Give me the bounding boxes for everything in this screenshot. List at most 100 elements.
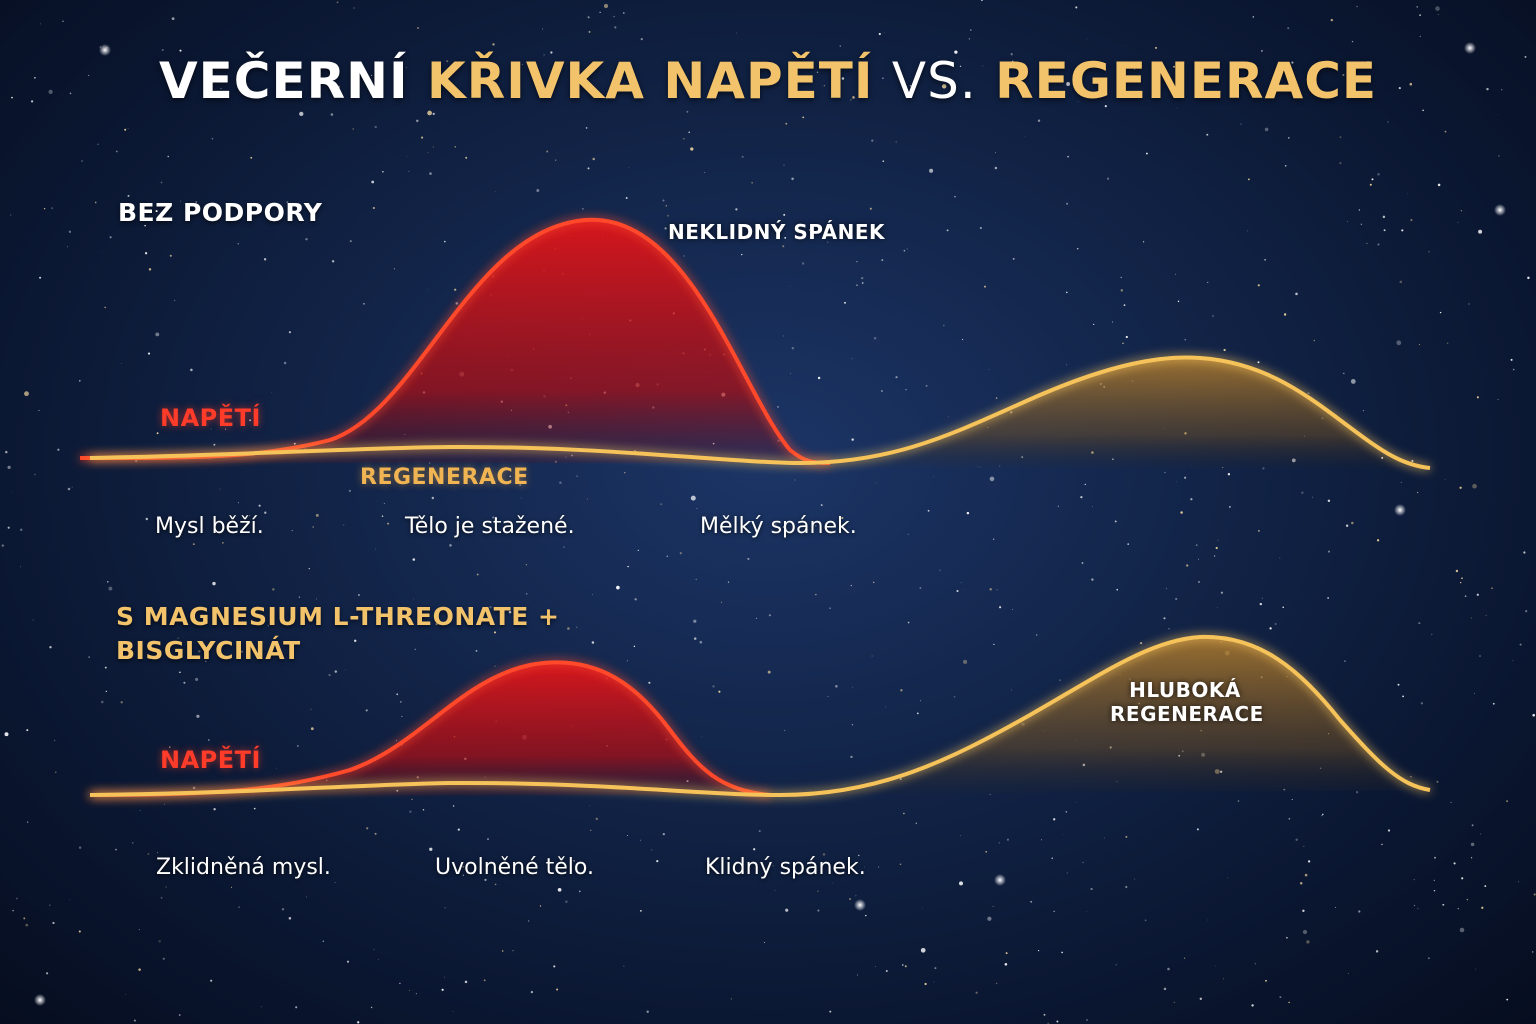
star bbox=[960, 582, 962, 584]
star bbox=[590, 829, 592, 832]
star bbox=[956, 589, 959, 593]
star bbox=[595, 817, 599, 821]
star bbox=[1106, 177, 1110, 180]
star bbox=[1164, 472, 1166, 474]
star bbox=[411, 798, 413, 800]
star bbox=[429, 172, 432, 175]
star bbox=[1279, 996, 1282, 999]
star bbox=[585, 127, 588, 129]
star bbox=[1037, 949, 1040, 952]
star bbox=[387, 522, 390, 525]
star bbox=[210, 979, 213, 982]
star bbox=[1351, 40, 1354, 43]
star bbox=[454, 288, 457, 291]
star bbox=[1212, 314, 1214, 317]
star bbox=[1120, 276, 1122, 279]
star bbox=[520, 497, 522, 499]
star bbox=[929, 168, 934, 173]
star bbox=[16, 897, 18, 900]
star bbox=[312, 526, 315, 528]
star bbox=[688, 131, 690, 134]
star bbox=[1358, 910, 1361, 913]
star bbox=[764, 941, 766, 943]
star bbox=[162, 957, 165, 960]
panel1-heading: BEZ PODPORY bbox=[118, 196, 322, 230]
star bbox=[405, 67, 407, 69]
star bbox=[1295, 292, 1298, 296]
star bbox=[875, 482, 877, 484]
star bbox=[249, 419, 252, 422]
star bbox=[205, 660, 207, 662]
star bbox=[1439, 311, 1442, 314]
star bbox=[1264, 127, 1269, 132]
star bbox=[357, 593, 360, 597]
star bbox=[783, 164, 785, 166]
panel-without-support bbox=[79, 217, 1431, 470]
star bbox=[101, 700, 104, 704]
star bbox=[408, 170, 410, 172]
star bbox=[1437, 14, 1439, 16]
star bbox=[1125, 335, 1128, 339]
star bbox=[1479, 655, 1481, 657]
star bbox=[1428, 251, 1430, 253]
star bbox=[1291, 61, 1294, 64]
star bbox=[1251, 1004, 1254, 1007]
star bbox=[1434, 856, 1436, 859]
star bbox=[406, 156, 408, 157]
star bbox=[169, 254, 172, 257]
star bbox=[614, 26, 617, 29]
star bbox=[904, 965, 907, 968]
star bbox=[808, 229, 811, 231]
star bbox=[198, 650, 201, 653]
star bbox=[679, 552, 682, 555]
star bbox=[851, 724, 854, 726]
star bbox=[1360, 223, 1363, 226]
star bbox=[1163, 987, 1167, 991]
star bbox=[331, 260, 335, 263]
star bbox=[1111, 321, 1114, 323]
star bbox=[1127, 543, 1130, 545]
star bbox=[1011, 689, 1012, 691]
star bbox=[1436, 780, 1439, 783]
star bbox=[375, 548, 377, 550]
star bbox=[462, 865, 465, 868]
star bbox=[1037, 119, 1041, 122]
star bbox=[902, 964, 904, 966]
star bbox=[196, 714, 200, 718]
star bbox=[501, 950, 504, 952]
panel2-peak-label-line-1: HLUBOKÁ bbox=[1129, 678, 1241, 702]
panel2-heading: S MAGNESIUM L-THREONATE + BISGLYCINÁT bbox=[116, 600, 559, 668]
star bbox=[550, 51, 553, 54]
star bbox=[1186, 564, 1189, 567]
star bbox=[815, 525, 817, 527]
star bbox=[1417, 491, 1419, 494]
star bbox=[161, 49, 164, 51]
star bbox=[727, 581, 730, 583]
star bbox=[1327, 499, 1331, 503]
star bbox=[144, 252, 148, 255]
star bbox=[1401, 229, 1404, 232]
tension-area-1 bbox=[80, 219, 830, 463]
star bbox=[1207, 281, 1209, 283]
star bbox=[383, 502, 385, 504]
star bbox=[222, 542, 224, 544]
star bbox=[43, 208, 46, 210]
star bbox=[646, 1010, 649, 1014]
star bbox=[512, 950, 514, 952]
star bbox=[907, 533, 909, 536]
star bbox=[160, 896, 163, 899]
star bbox=[1345, 524, 1349, 528]
star bbox=[1533, 893, 1536, 896]
star bbox=[832, 882, 833, 884]
star bbox=[145, 517, 148, 521]
star bbox=[372, 206, 375, 210]
star bbox=[1261, 597, 1263, 599]
star bbox=[599, 11, 601, 14]
star bbox=[835, 685, 838, 688]
star bbox=[1061, 951, 1063, 954]
star bbox=[291, 529, 293, 532]
star bbox=[297, 745, 299, 747]
star bbox=[519, 484, 521, 486]
star bbox=[1512, 368, 1515, 371]
